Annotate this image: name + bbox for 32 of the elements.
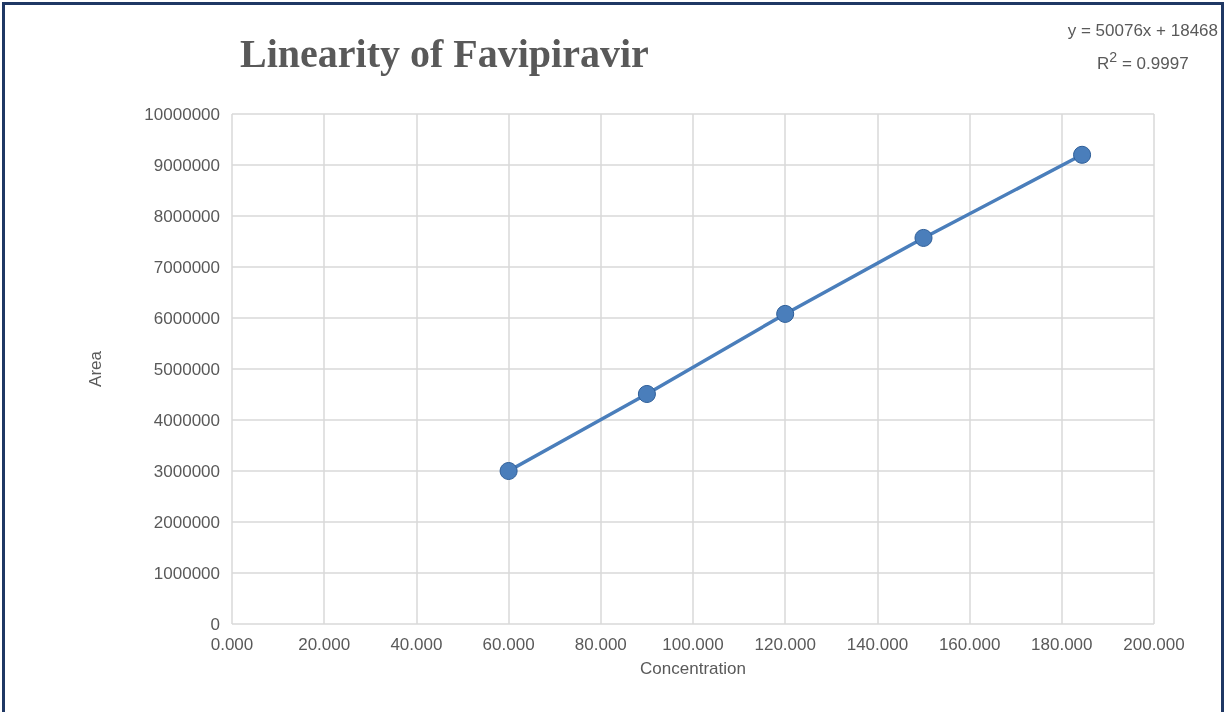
y-tick-label: 10000000 (144, 104, 220, 124)
x-tick-label: 180.000 (1031, 635, 1093, 654)
text: R$^{2}$ = 0.9997 (1096, 48, 1190, 75)
x-tick-label: 140.000 (846, 635, 909, 654)
y-tick-label: 7000000 (153, 257, 220, 277)
x-tick-label: 100.000 (662, 635, 724, 654)
y-tick-label: 5000000 (153, 359, 220, 379)
y-tick-label: 8000000 (153, 206, 220, 226)
text: y = 50076x + 18468 (1067, 20, 1218, 42)
y-tick-label: 0 (210, 614, 220, 634)
point (499, 462, 518, 480)
x-tick-label: 20.000 (298, 635, 351, 654)
y-tick-label: 3000000 (153, 461, 220, 481)
chart-title: Linearity of Favipiravir (240, 30, 649, 76)
y-tick-label: 4000000 (153, 410, 220, 430)
point (776, 304, 795, 323)
x-tick-label: 160.000 (938, 635, 1001, 654)
x-tick-label: 120.000 (754, 635, 816, 654)
x-tick-label: 0.000 (210, 635, 254, 654)
x-tick-label: 200.000 (1123, 635, 1185, 654)
x-tick-label: 40.000 (390, 635, 443, 654)
point (914, 228, 933, 247)
y-tick-label: 2000000 (153, 512, 220, 532)
y-tick-label: 9000000 (153, 155, 220, 175)
x-tick-label: 60.000 (482, 635, 535, 654)
y-axis-title: Area (86, 350, 105, 387)
point (637, 384, 656, 403)
y-tick-label: 1000000 (153, 563, 220, 583)
y-tick-label: 6000000 (153, 308, 220, 328)
x-tick-label: 80.000 (574, 635, 627, 654)
x-axis-title: Concentration (640, 659, 746, 678)
point (1073, 145, 1092, 164)
